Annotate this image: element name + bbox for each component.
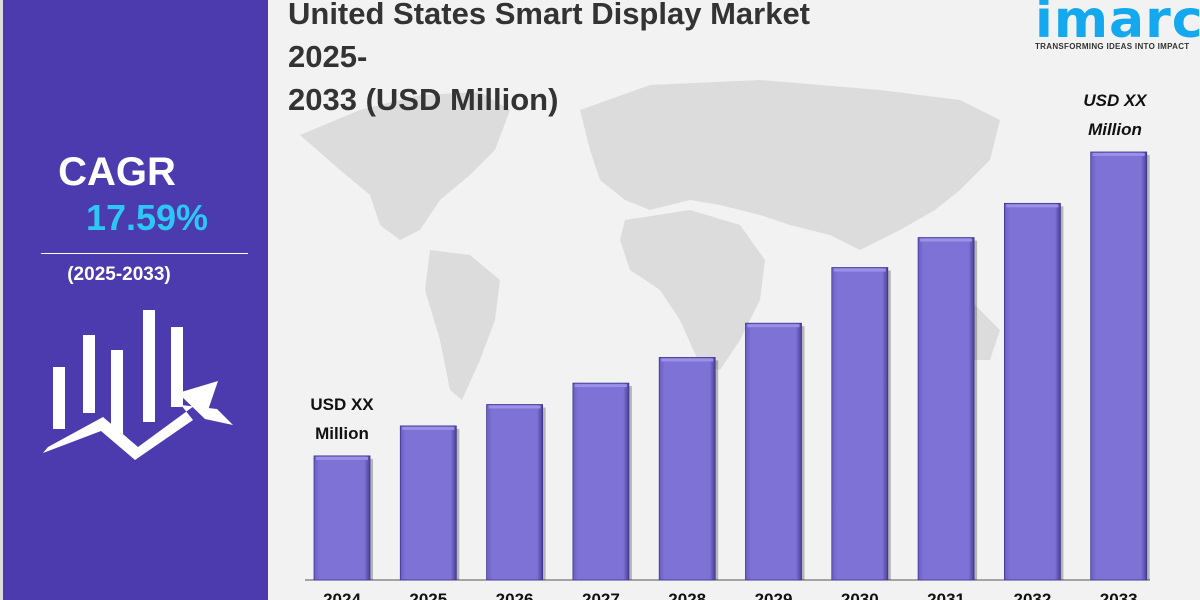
data-label-line: USD XX bbox=[1083, 91, 1147, 110]
title-line-1: United States Smart Display Market 2025- bbox=[288, 0, 811, 74]
bar-2032 bbox=[1004, 202, 1061, 581]
bar-bevel bbox=[747, 324, 800, 328]
bar-bevel bbox=[574, 384, 627, 388]
cagr-period: (2025-2033) bbox=[67, 264, 171, 285]
bar-bevel bbox=[402, 426, 455, 430]
x-tick-label: 2028 bbox=[668, 590, 706, 600]
data-label-last: USD XX Million bbox=[1065, 86, 1165, 144]
logo-tagline: TRANSFORMING IDEAS INTO IMPACT bbox=[1035, 42, 1190, 51]
bar-2027 bbox=[572, 382, 630, 581]
data-label-line: Million bbox=[1088, 120, 1142, 139]
divider bbox=[41, 253, 248, 254]
cagr-label: CAGR bbox=[58, 150, 176, 194]
bar-chart-growth-arrow-icon bbox=[43, 310, 233, 460]
bar-2026 bbox=[486, 404, 544, 581]
x-tick-label: 2025 bbox=[409, 590, 447, 600]
data-label-line: Million bbox=[315, 424, 369, 443]
bar-bevel bbox=[833, 268, 886, 272]
title-line-2: 2033 (USD Million) bbox=[288, 82, 559, 117]
bar-2024 bbox=[313, 455, 371, 581]
x-tick-label: 2030 bbox=[841, 590, 879, 600]
bar-2029 bbox=[745, 322, 802, 581]
bar-2033 bbox=[1090, 151, 1148, 581]
cagr-sidebar: CAGR 17.59% (2025-2033) bbox=[0, 0, 268, 600]
data-label-line: USD XX bbox=[310, 395, 374, 414]
cagr-value: 17.59% bbox=[85, 197, 209, 238]
chart-title: United States Smart Display Market 2025-… bbox=[288, 0, 848, 121]
logo-word: imarc bbox=[1035, 0, 1200, 50]
x-tick-label: 2024 bbox=[323, 590, 361, 600]
bar-2025 bbox=[399, 425, 457, 581]
imarc-logo: imarc TRANSFORMING IDEAS INTO IMPACT bbox=[1035, 0, 1200, 51]
data-label-first: USD XX Million bbox=[292, 390, 392, 448]
bar-bevel bbox=[1006, 204, 1059, 208]
bar-bevel bbox=[661, 358, 714, 362]
x-tick-label: 2029 bbox=[755, 590, 793, 600]
x-tick-label: 2033 bbox=[1100, 590, 1138, 600]
bar-bevel bbox=[488, 405, 541, 409]
x-tick-label: 2032 bbox=[1013, 590, 1051, 600]
bar-bevel bbox=[1092, 153, 1145, 156]
bar-2031 bbox=[917, 237, 975, 581]
bar-2030 bbox=[831, 267, 889, 581]
x-tick-label: 2027 bbox=[582, 590, 620, 600]
bar-bevel bbox=[316, 456, 368, 460]
bar-2028 bbox=[658, 357, 716, 581]
x-tick-label: 2031 bbox=[927, 590, 965, 600]
bar-bevel bbox=[920, 238, 973, 242]
x-tick-label: 2026 bbox=[496, 590, 534, 600]
